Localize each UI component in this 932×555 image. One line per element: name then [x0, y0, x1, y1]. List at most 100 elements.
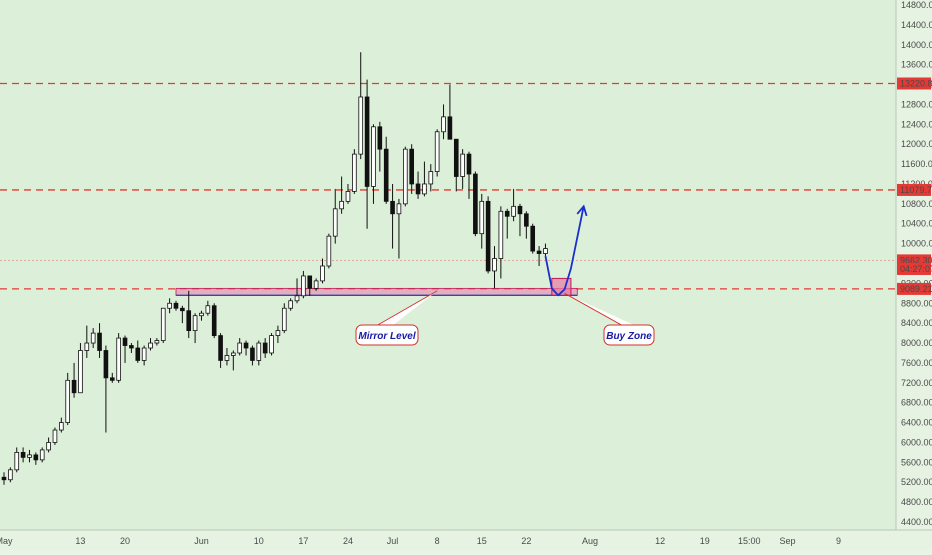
y-tick-label: 10800.00: [901, 199, 932, 209]
candle-down: [122, 337, 128, 346]
candle-up: [269, 335, 274, 354]
candle-up: [358, 96, 364, 155]
level-price-tag: [897, 282, 931, 295]
y-tick-label: 7200.00: [901, 378, 932, 388]
y-tick-label: 14000.00: [901, 40, 932, 50]
y-tick-label: 11600.00: [901, 159, 932, 169]
level-price-label: 11079.78: [900, 185, 932, 195]
level-price-tag: [897, 183, 931, 196]
x-tick-label: 10: [254, 536, 264, 546]
candle-down: [415, 183, 421, 195]
candle-down: [33, 454, 39, 461]
candle-up: [199, 312, 204, 317]
candle-up: [116, 337, 121, 381]
candle-up: [27, 454, 32, 458]
price-axis-panel: [896, 0, 932, 550]
x-tick-label: 9: [836, 536, 841, 546]
y-tick-label: 10000.00: [901, 239, 932, 249]
candle-down: [129, 345, 134, 349]
x-tick-label: 19: [700, 536, 710, 546]
x-tick-label: Aug: [582, 536, 598, 546]
candle-up: [332, 208, 338, 237]
x-tick-label: 8: [435, 536, 440, 546]
x-tick-label: 15: [477, 536, 487, 546]
candle-down: [383, 148, 389, 202]
buy-zone-callout-box[interactable]: [603, 324, 655, 346]
y-tick-label: 12000.00: [901, 139, 932, 149]
y-tick-label: 5600.00: [901, 457, 932, 467]
y-tick-label: 7600.00: [901, 358, 932, 368]
candle-down: [186, 310, 192, 332]
projection-arrowhead: [576, 204, 588, 217]
mirror-level-callout-box[interactable]: [355, 324, 419, 346]
x-tick-label: 13: [75, 536, 85, 546]
mirror-level-callout-label: Mirror Level: [358, 331, 415, 342]
candle-up: [313, 280, 319, 289]
current-price-label: 9662.30: [900, 255, 932, 265]
candle-down: [173, 302, 179, 309]
candle-down: [473, 173, 478, 235]
candle-down: [447, 116, 453, 140]
candle-down: [409, 148, 414, 185]
candle-up: [8, 469, 13, 481]
candle-up: [402, 148, 408, 205]
candle-up: [14, 452, 20, 471]
buy-zone-callout-label: Buy Zone: [606, 331, 652, 342]
plot-background: [0, 0, 896, 530]
x-tick-label: May: [0, 536, 13, 546]
candle-up: [39, 449, 45, 461]
candle-down: [20, 452, 26, 458]
candle-up: [479, 200, 485, 235]
x-tick-label: 20: [120, 536, 130, 546]
candle-down: [103, 350, 109, 379]
y-tick-label: 14800.00: [901, 0, 932, 10]
candle-up: [422, 183, 427, 195]
candle-up: [345, 191, 351, 202]
y-tick-label: 8800.00: [901, 298, 932, 308]
candle-up: [492, 258, 497, 272]
y-tick-label: 6800.00: [901, 398, 932, 408]
candle-up: [281, 307, 287, 332]
candle-up: [65, 379, 71, 423]
y-tick-label: 8000.00: [901, 338, 932, 348]
candle-down: [524, 213, 529, 227]
candle-down: [135, 347, 141, 361]
candle-up: [339, 200, 344, 210]
time-axis-panel: [0, 530, 932, 550]
candle-up: [167, 302, 172, 309]
candle-down: [218, 335, 223, 361]
candle-up: [434, 131, 440, 172]
candle-down: [390, 200, 395, 215]
candle-up: [428, 171, 434, 185]
candle-down: [250, 347, 255, 361]
candle-down: [536, 250, 542, 254]
candle-up: [192, 315, 198, 332]
current-price-tag: [897, 262, 931, 275]
y-tick-label: 13600.00: [901, 60, 932, 70]
current-price-tag: [897, 254, 931, 267]
candle-up: [498, 210, 504, 259]
y-tick-label: 14400.00: [901, 20, 932, 30]
candle-up: [78, 350, 83, 394]
candle-down: [211, 305, 217, 336]
candle-up: [543, 248, 548, 254]
y-tick-label: 5200.00: [901, 477, 932, 487]
x-tick-label: 22: [521, 536, 531, 546]
candle-down: [517, 205, 523, 215]
candle-up: [288, 300, 293, 309]
candle-up: [326, 235, 332, 267]
candle-up: [205, 305, 211, 314]
x-tick-label: 24: [343, 536, 353, 546]
candle-up: [441, 116, 446, 133]
candle-up: [294, 295, 300, 302]
candle-down: [530, 225, 536, 252]
x-tick-label: Sep: [780, 536, 796, 546]
y-tick-label: 4400.00: [901, 517, 932, 527]
candle-down: [97, 332, 102, 351]
projection-path: [544, 206, 585, 297]
candle-up: [301, 275, 306, 297]
candle-up: [231, 352, 236, 356]
candle-up: [460, 153, 465, 177]
